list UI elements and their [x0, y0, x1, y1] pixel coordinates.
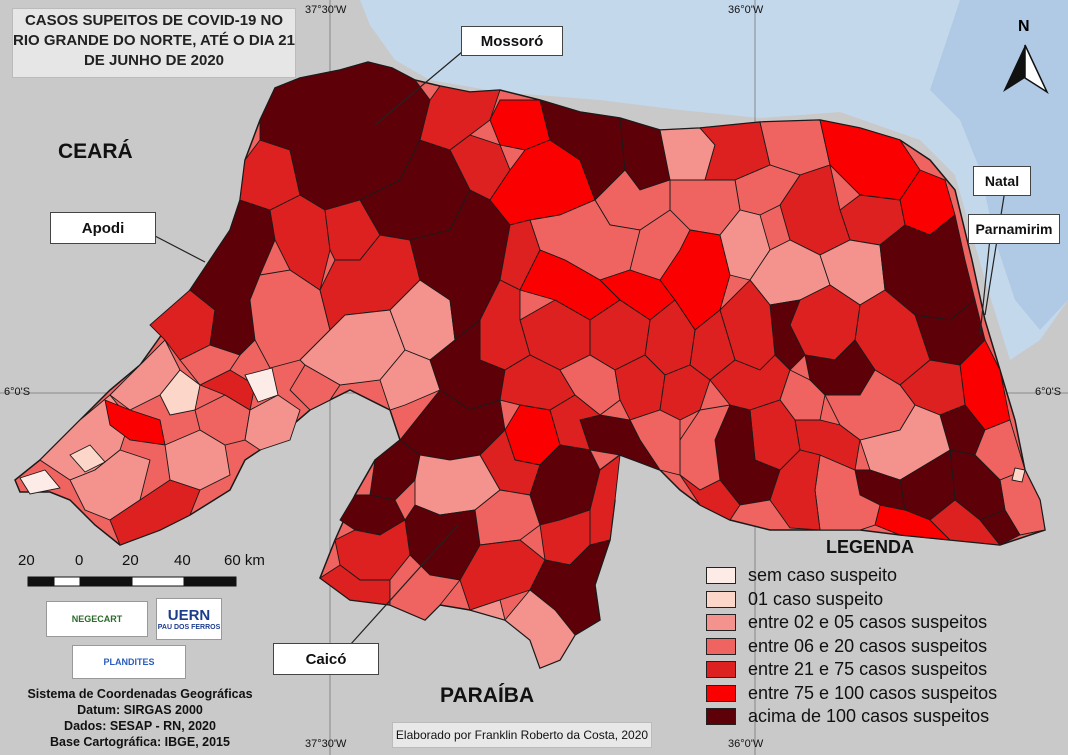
legend-label: entre 06 e 20 casos suspeitos [748, 635, 988, 656]
scale-tick-4: 40 [174, 552, 191, 569]
municipalities [19, 61, 1046, 669]
title-line-3: DE JUNHO DE 2020 [83, 52, 225, 69]
scale-tick-3: 20 [122, 552, 139, 569]
legend-item: sem caso suspeito [706, 564, 1046, 588]
legend-swatch [706, 708, 736, 726]
uern-logo: UERN PAU DOS FERROS [156, 598, 222, 640]
scale-tick-1: 20 [18, 552, 35, 569]
muni[interactable] [979, 509, 1021, 546]
muni[interactable] [69, 444, 106, 473]
legend-label: entre 21 e 75 casos suspeitos [748, 659, 988, 680]
credit-box: Elaborado por Franklin Roberto da Costa,… [392, 722, 652, 748]
coord-lat-left: 6°0'S [4, 386, 31, 398]
coord-bottom-west: 37°30'W [305, 738, 347, 750]
muni[interactable] [459, 539, 546, 611]
uern-logo-text: UERN [167, 607, 211, 624]
north-arrow-icon [1003, 44, 1049, 95]
scale-tick-2: 0 [75, 552, 84, 569]
legend-swatch [706, 684, 736, 702]
legend-swatch [706, 590, 736, 608]
muni[interactable] [159, 369, 201, 416]
label-parnamirim: Parnamirim [968, 214, 1060, 244]
muni[interactable] [504, 589, 576, 669]
uern-logo-subtext: PAU DOS FERROS [157, 624, 221, 631]
credit-text: Elaborado por Franklin Roberto da Costa,… [395, 728, 649, 742]
legend-label: entre 75 e 100 casos suspeitos [748, 682, 998, 703]
legend-swatch [706, 567, 736, 585]
footer-line-4: Base Cartográfica: IBGE, 2015 [50, 735, 230, 749]
legend-item: entre 21 e 75 casos suspeitos [706, 658, 1046, 682]
coord-top-east: 36°0'W [728, 4, 764, 16]
neighbor-paraiba-label: PARAÍBA [440, 684, 535, 707]
legend-item: 01 caso suspeito [706, 588, 1046, 612]
muni[interactable] [439, 599, 506, 621]
legend-item: entre 02 e 05 casos suspeitos [706, 611, 1046, 635]
footer-line-3: Dados: SESAP - RN, 2020 [64, 719, 216, 733]
legend-title: LEGENDA [826, 537, 915, 557]
muni[interactable] [489, 99, 551, 151]
muni[interactable] [69, 449, 151, 521]
label-apodi: Apodi [50, 212, 156, 244]
muni[interactable] [389, 554, 461, 621]
coord-top-west: 37°30'W [305, 4, 347, 16]
muni[interactable] [19, 469, 61, 495]
legend-swatch [706, 614, 736, 632]
plandites-logo-text: PLANDITES [103, 657, 155, 667]
footer-line-1: Sistema de Coordenadas Geográficas [27, 687, 253, 701]
map-footer: Sistema de Coordenadas Geográficas Datum… [18, 686, 262, 750]
sea-area [360, 0, 1068, 360]
plandites-logo: PLANDITES [72, 645, 186, 679]
coord-bottom-east: 36°0'W [728, 738, 764, 750]
negecart-logo: NEGECART [46, 601, 148, 637]
legend-label: 01 caso suspeito [748, 588, 884, 609]
label-caico: Caicó [273, 643, 379, 675]
title-line-1: CASOS SUPEITOS DE COVID-19 NO [24, 12, 284, 29]
footer-line-2: Datum: SIRGAS 2000 [77, 703, 203, 717]
negecart-logo-text: NEGECART [71, 614, 123, 624]
legend: sem caso suspeito 01 caso suspeito entre… [706, 564, 1046, 729]
north-label: N [1018, 18, 1030, 35]
muni[interactable] [179, 344, 241, 386]
muni[interactable] [1011, 467, 1026, 483]
label-natal: Natal [973, 166, 1031, 196]
legend-item: acima de 100 casos suspeitos [706, 705, 1046, 729]
legend-label: entre 02 e 05 casos suspeitos [748, 612, 988, 633]
map-title: CASOS SUPEITOS DE COVID-19 NO RIO GRANDE… [12, 8, 296, 78]
muni[interactable] [769, 449, 821, 531]
label-mossoro: Mossoró [461, 26, 563, 56]
scale-tick-5: 60 km [224, 552, 265, 569]
muni[interactable] [289, 364, 341, 411]
legend-label: sem caso suspeito [748, 565, 898, 586]
neighbor-ceara-label: CEARÁ [58, 140, 133, 163]
muni[interactable] [679, 474, 741, 521]
legend-item: entre 75 e 100 casos suspeitos [706, 682, 1046, 706]
scale-bar [27, 576, 237, 587]
legend-swatch [706, 637, 736, 655]
title-line-2: RIO GRANDE DO NORTE, ATÉ O DIA 21 [13, 32, 295, 49]
muni[interactable] [244, 394, 301, 451]
muni[interactable] [109, 479, 201, 546]
legend-label: acima de 100 casos suspeitos [748, 706, 990, 727]
legend-item: entre 06 e 20 casos suspeitos [706, 635, 1046, 659]
muni[interactable] [579, 414, 662, 471]
leader-lines [154, 51, 1006, 646]
coord-lat-right: 6°0'S [1035, 386, 1062, 398]
legend-swatch [706, 661, 736, 679]
